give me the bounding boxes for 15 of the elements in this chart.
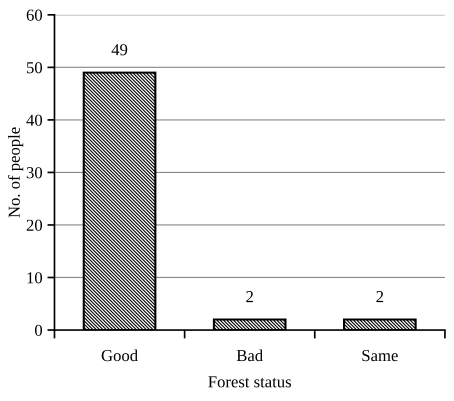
x-axis-title: Forest status: [208, 376, 291, 388]
y-tick-label: 60: [26, 10, 42, 21]
y-tick-label: 10: [27, 272, 42, 284]
x-tick-label: Bad: [236, 349, 263, 362]
y-tick-label: 50: [26, 62, 42, 74]
data-label: 2: [376, 291, 384, 302]
y-tick-label: 30: [26, 167, 42, 178]
y-tick-label: 20: [26, 220, 42, 231]
y-tick-label: 0: [34, 324, 42, 336]
y-tick-label: 40: [26, 114, 42, 126]
x-tick-label: Good: [102, 349, 138, 362]
data-label: 2: [246, 291, 253, 302]
x-tick-label: Same: [362, 350, 398, 362]
data-label: 49: [112, 44, 128, 56]
y-axis-title: No. of people: [8, 127, 24, 218]
